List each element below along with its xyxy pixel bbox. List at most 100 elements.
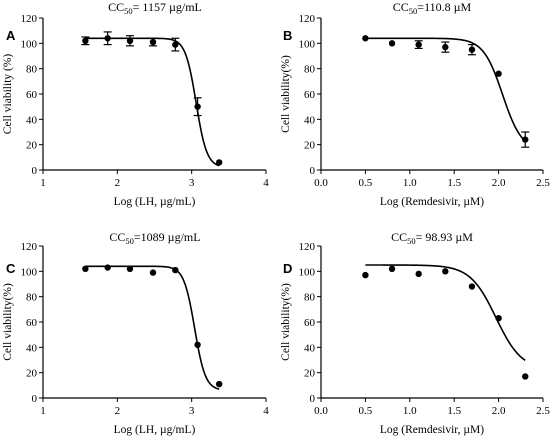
data-point xyxy=(126,37,134,44)
y-tick-label: 0 xyxy=(32,393,38,405)
y-tick-label: 40 xyxy=(304,342,316,354)
y-tick-label: 40 xyxy=(304,114,316,126)
panel-letter: C xyxy=(6,261,16,276)
fit-curve xyxy=(85,265,220,390)
data-point xyxy=(415,270,422,278)
panel-d: D CC50= 98.93 µM 0 20 40 60 80 100 120 0.0 0.5 1.0 1… xyxy=(280,230,550,436)
y-tick-label: 20 xyxy=(304,140,316,152)
data-point xyxy=(172,266,179,274)
y-axis-label: Cell viability(%) xyxy=(280,283,292,361)
y-tick-label: 40 xyxy=(26,342,38,354)
data-point xyxy=(82,265,89,272)
x-tick-label: 0.0 xyxy=(314,177,328,189)
data-point xyxy=(468,46,476,53)
chart-title: CC50=1089 µg/mL xyxy=(109,230,200,246)
chart-title: CC50= 1157 µg/mL xyxy=(108,0,202,16)
x-tick-label: 2 xyxy=(115,177,121,189)
title-value: = 1157 µg/mL xyxy=(133,0,202,14)
title-prefix: CC xyxy=(391,230,407,244)
data-point xyxy=(194,341,201,348)
panel-letter: A xyxy=(6,28,16,43)
x-axis-label: Log (Remdesivir, µM) xyxy=(380,424,484,436)
y-tick-label: 60 xyxy=(26,317,38,329)
data-point xyxy=(149,38,157,46)
data-point xyxy=(215,159,223,166)
y-tick-label: 20 xyxy=(26,368,38,380)
x-tick-label: 0.0 xyxy=(314,405,328,417)
fit-curve xyxy=(365,37,526,142)
chart-title: CC50=110.8 µM xyxy=(393,0,472,16)
data-point xyxy=(362,271,369,279)
y-tick-label: 20 xyxy=(304,368,316,380)
title-value: =110.8 µM xyxy=(417,0,471,14)
title-value: = 98.93 µM xyxy=(416,230,474,244)
data-point xyxy=(215,380,223,388)
x-axis-label: Log (LH, µg/mL) xyxy=(114,424,196,436)
y-tick-label: 100 xyxy=(21,38,38,50)
data-point xyxy=(495,315,502,322)
x-tick-label: 2.0 xyxy=(492,405,506,417)
y-tick-label: 120 xyxy=(21,13,38,25)
title-subscript: 50 xyxy=(407,236,416,246)
x-tick-label: 0.5 xyxy=(359,405,373,417)
y-tick-label: 100 xyxy=(299,38,316,50)
data-point xyxy=(149,269,157,276)
y-tick-label: 100 xyxy=(21,266,38,278)
title-subscript: 50 xyxy=(409,6,418,16)
panel-b: B CC50=110.8 µM 0 20 40 60 80 100 120 0.0 0.5 1.0 1.… xyxy=(280,0,550,208)
panel-a: A CC50= 1157 µg/mL 0 20 40 60 80 100 120 1 2 3 4 Log … xyxy=(2,0,269,208)
data-point xyxy=(468,283,476,290)
y-tick-label: 120 xyxy=(299,241,316,253)
x-tick-label: 1.5 xyxy=(447,405,461,417)
title-subscript: 50 xyxy=(125,236,134,246)
y-tick-label: 80 xyxy=(26,292,38,304)
x-axis-label: Log (LH, µg/mL) xyxy=(114,196,196,208)
fit-curve xyxy=(365,264,526,362)
y-tick-label: 60 xyxy=(304,317,316,329)
x-tick-label: 3 xyxy=(189,177,195,189)
data-point xyxy=(388,40,396,47)
y-tick-label: 60 xyxy=(26,89,38,101)
y-axis-label: Cell viability (%) xyxy=(2,54,14,135)
panel-letter: D xyxy=(283,261,292,276)
x-tick-label: 1 xyxy=(40,405,46,417)
panel-letter: B xyxy=(283,28,292,43)
x-tick-label: 1.0 xyxy=(403,405,417,417)
y-tick-label: 20 xyxy=(26,140,38,152)
data-point xyxy=(388,265,396,272)
title-prefix: CC xyxy=(108,0,124,14)
data-point xyxy=(442,268,449,275)
y-tick-label: 60 xyxy=(304,89,316,101)
x-tick-label: 1.5 xyxy=(447,177,461,189)
x-tick-label: 1 xyxy=(40,177,46,189)
data-point xyxy=(442,43,449,51)
title-subscript: 50 xyxy=(124,6,133,16)
data-point xyxy=(362,35,369,42)
x-tick-label: 4 xyxy=(263,177,269,189)
x-tick-label: 1.0 xyxy=(403,177,417,189)
data-point xyxy=(126,265,134,272)
x-tick-label: 2.5 xyxy=(536,405,550,417)
x-tick-label: 2 xyxy=(115,405,121,417)
y-tick-label: 0 xyxy=(32,165,38,177)
data-point xyxy=(522,136,529,143)
fit-curve xyxy=(85,37,220,167)
y-axis-label: Cell viability(%) xyxy=(280,55,292,133)
y-tick-label: 80 xyxy=(304,64,316,76)
data-point xyxy=(522,373,529,380)
x-tick-label: 0.5 xyxy=(359,177,373,189)
x-tick-label: 2.5 xyxy=(536,177,550,189)
y-tick-label: 120 xyxy=(21,241,38,253)
title-prefix: CC xyxy=(109,230,125,244)
y-tick-label: 0 xyxy=(310,165,316,177)
x-tick-label: 4 xyxy=(263,405,269,417)
y-tick-label: 100 xyxy=(299,266,316,278)
data-point xyxy=(82,37,89,44)
x-axis-label: Log (Remdesivir, µM) xyxy=(380,196,484,208)
title-prefix: CC xyxy=(393,0,409,14)
y-tick-label: 80 xyxy=(304,292,316,304)
y-axis-label: Cell viability(%) xyxy=(2,283,14,361)
data-point xyxy=(415,41,422,48)
